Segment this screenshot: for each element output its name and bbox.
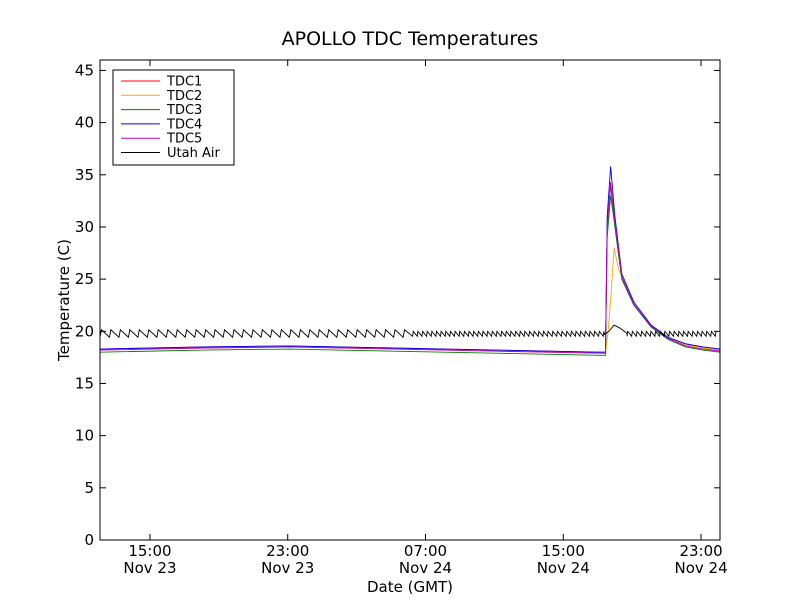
y-tick-label: 10 bbox=[75, 427, 94, 445]
y-tick-label: 35 bbox=[75, 166, 94, 184]
legend-label: TDC3 bbox=[166, 103, 202, 118]
legend-label: Utah Air bbox=[167, 146, 220, 161]
y-tick-label: 25 bbox=[75, 270, 94, 288]
y-tick-label: 5 bbox=[84, 479, 94, 497]
series-line-tdc4 bbox=[99, 166, 721, 353]
plot-frame bbox=[99, 59, 721, 541]
y-tick-label: 20 bbox=[75, 322, 94, 340]
series-line-tdc1 bbox=[99, 185, 721, 353]
x-tick-label-date: Nov 23 bbox=[261, 559, 314, 577]
x-axis-label: Date (GMT) bbox=[367, 578, 453, 596]
legend-label: TDC2 bbox=[166, 89, 202, 104]
y-tick-label: 0 bbox=[84, 531, 94, 549]
y-tick-label: 15 bbox=[75, 374, 94, 392]
x-tick-label-time: 07:00 bbox=[404, 542, 447, 560]
y-tick-label: 45 bbox=[75, 61, 94, 79]
legend-label: TDC5 bbox=[166, 132, 202, 147]
x-tick-label-date: Nov 24 bbox=[674, 559, 727, 577]
x-tick-label-date: Nov 24 bbox=[537, 559, 590, 577]
series-line-tdc3 bbox=[99, 195, 721, 356]
legend-box bbox=[112, 69, 235, 166]
plot-lines bbox=[99, 166, 721, 356]
legend-label: TDC1 bbox=[166, 75, 202, 90]
y-axis: 0 5 10 15 20 25 30 35 40 45 bbox=[75, 61, 720, 549]
y-tick-label: 40 bbox=[75, 114, 94, 132]
legend-label: TDC4 bbox=[166, 117, 202, 132]
series-line-tdc2 bbox=[99, 247, 721, 354]
y-tick-label: 30 bbox=[75, 218, 94, 236]
series-line-utah-air bbox=[99, 324, 717, 339]
x-tick-label-time: 15:00 bbox=[542, 542, 585, 560]
x-tick-label-time: 23:00 bbox=[679, 542, 722, 560]
series-line-tdc5 bbox=[99, 182, 721, 354]
x-tick-label-date: Nov 23 bbox=[123, 559, 176, 577]
chart-title: APOLLO TDC Temperatures bbox=[282, 28, 539, 50]
x-tick-label-time: 15:00 bbox=[128, 542, 171, 560]
x-tick-label-date: Nov 24 bbox=[399, 559, 452, 577]
x-tick-label-time: 23:00 bbox=[266, 542, 309, 560]
y-axis-label: Temperature (C) bbox=[55, 239, 73, 362]
